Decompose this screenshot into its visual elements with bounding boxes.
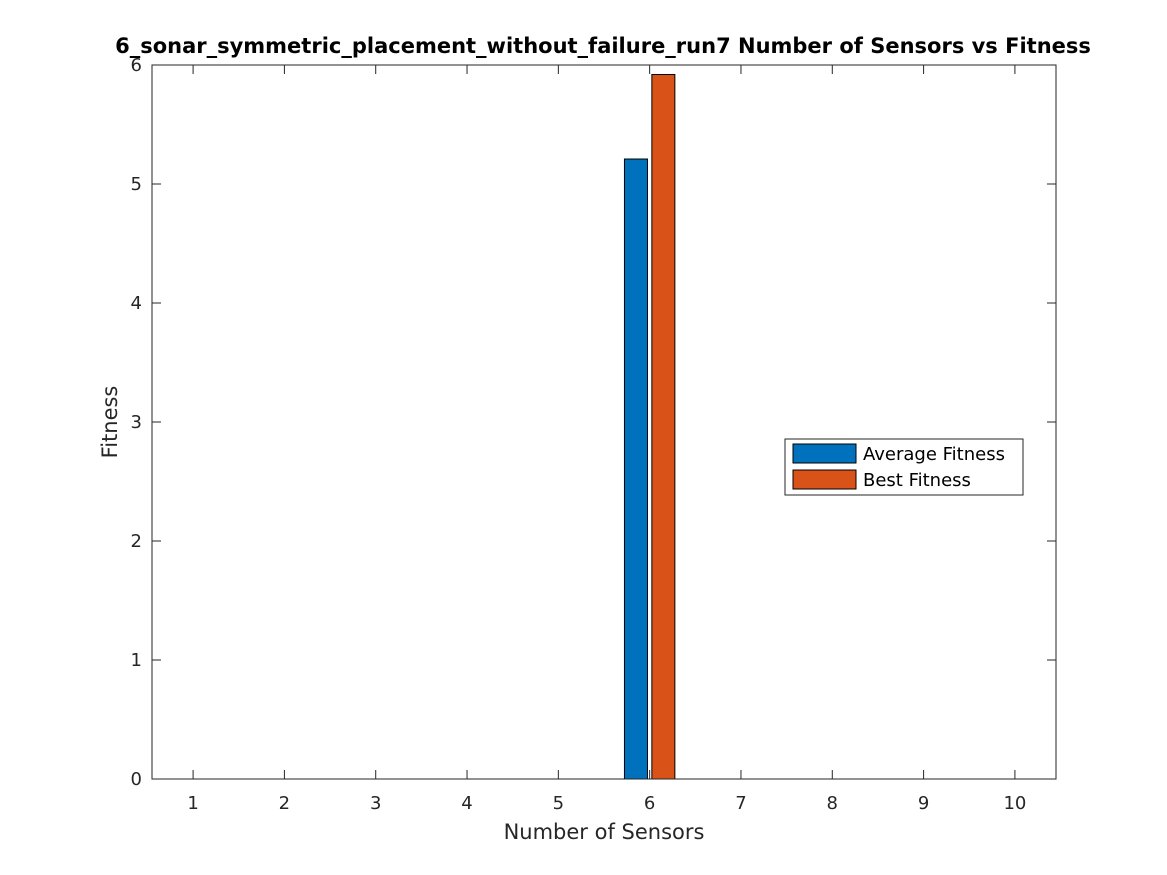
bar-best-fitness-6 [651,74,676,780]
x-tick-label-10: 10 [1003,793,1026,814]
y-axis-label: Fitness [98,386,122,459]
axes-background [152,65,1056,779]
x-tick-label-6: 6 [644,793,655,814]
legend-swatch-average-fitness [792,443,857,464]
y-tick-label-5: 5 [131,174,142,195]
bar-average-fitness-6 [623,158,648,780]
x-tick-label-4: 4 [461,793,472,814]
y-tick-label-1: 1 [131,650,142,671]
x-axis-label: Number of Sensors [504,820,705,844]
y-tick-label-0: 0 [131,769,142,790]
x-tick-label-7: 7 [735,793,746,814]
legend-label-best-fitness: Best Fitness [863,470,971,491]
legend-label-average-fitness: Average Fitness [863,444,1005,465]
plot-area [151,64,1057,780]
y-tick-labels: 0 1 2 3 4 5 6 [131,55,142,790]
x-tick-label-2: 2 [279,793,290,814]
x-tick-label-3: 3 [370,793,381,814]
bars-layer [623,74,676,780]
chart-title: 6_sonar_symmetric_placement_without_fail… [115,34,1091,58]
legend: Average Fitness Best Fitness [784,438,1024,496]
x-tick-label-5: 5 [553,793,564,814]
y-tick-label-2: 2 [131,531,142,552]
y-tick-label-6: 6 [131,55,142,76]
y-tick-label-4: 4 [131,293,142,314]
x-tick-label-9: 9 [918,793,929,814]
x-tick-labels: 1 2 3 4 5 6 7 8 9 10 [187,793,1026,814]
x-tick-label-1: 1 [187,793,198,814]
legend-swatch-best-fitness [792,469,857,490]
y-tick-label-3: 3 [131,412,142,433]
ticks-layer [152,64,1056,780]
axes-box [151,64,1057,780]
x-tick-label-8: 8 [827,793,838,814]
